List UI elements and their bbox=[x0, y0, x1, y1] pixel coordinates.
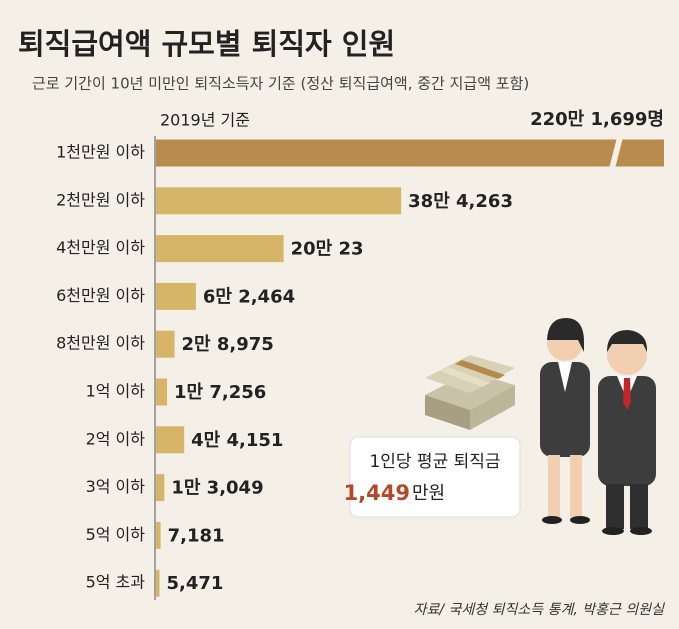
bar bbox=[156, 378, 168, 406]
source: 자료/ 국세청 퇴직소득 통계, 박홍근 의원실 bbox=[414, 602, 665, 618]
callout-label: 1인당 평균 퇴직금 bbox=[369, 452, 500, 472]
category-label: 5억 초과 bbox=[86, 573, 146, 592]
value-label: 38만 4,263 bbox=[408, 191, 513, 212]
bar-break bbox=[609, 137, 623, 169]
bar bbox=[156, 330, 175, 358]
bar bbox=[156, 521, 161, 549]
category-label: 5억 이하 bbox=[86, 525, 146, 544]
category-label: 6천만원 이하 bbox=[56, 286, 145, 305]
value-label: 220만 1,699명 bbox=[530, 109, 664, 130]
bar bbox=[156, 426, 185, 454]
callout-unit: 만원 bbox=[412, 483, 445, 504]
subtitle: 근로 기간이 10년 미만인 퇴직소득자 기준 (정산 퇴직급여액, 중간 지급… bbox=[32, 75, 529, 93]
category-label: 2천만원 이하 bbox=[56, 190, 145, 209]
bar bbox=[156, 474, 165, 502]
category-label: 2억 이하 bbox=[86, 429, 146, 448]
chart-title: 퇴직급여액 규모별 퇴직자 인원 bbox=[18, 27, 395, 61]
value-label: 4만 4,151 bbox=[191, 430, 283, 451]
category-label: 3억 이하 bbox=[86, 477, 146, 496]
value-label: 1만 3,049 bbox=[171, 478, 263, 499]
money-illustration bbox=[425, 355, 515, 430]
value-label: 7,181 bbox=[168, 525, 225, 546]
bar bbox=[156, 139, 664, 167]
value-label: 5,471 bbox=[166, 573, 223, 594]
value-label: 20만 23 bbox=[291, 239, 364, 260]
category-label: 8천만원 이하 bbox=[56, 334, 145, 353]
bar bbox=[156, 569, 160, 597]
note: 2019년 기준 bbox=[160, 111, 250, 130]
category-label: 1천만원 이하 bbox=[56, 143, 145, 162]
value-label: 6만 2,464 bbox=[203, 286, 295, 307]
callout-value: 1,449 bbox=[344, 481, 410, 505]
category-label: 4천만원 이하 bbox=[56, 238, 145, 257]
bar bbox=[156, 282, 196, 310]
callout-box bbox=[349, 436, 521, 518]
category-label: 1억 이하 bbox=[86, 382, 146, 401]
value-label: 2만 8,975 bbox=[181, 334, 273, 355]
people-illustration bbox=[540, 318, 656, 535]
bar bbox=[156, 187, 402, 215]
value-label: 1만 7,256 bbox=[174, 382, 266, 403]
bar bbox=[156, 235, 284, 263]
